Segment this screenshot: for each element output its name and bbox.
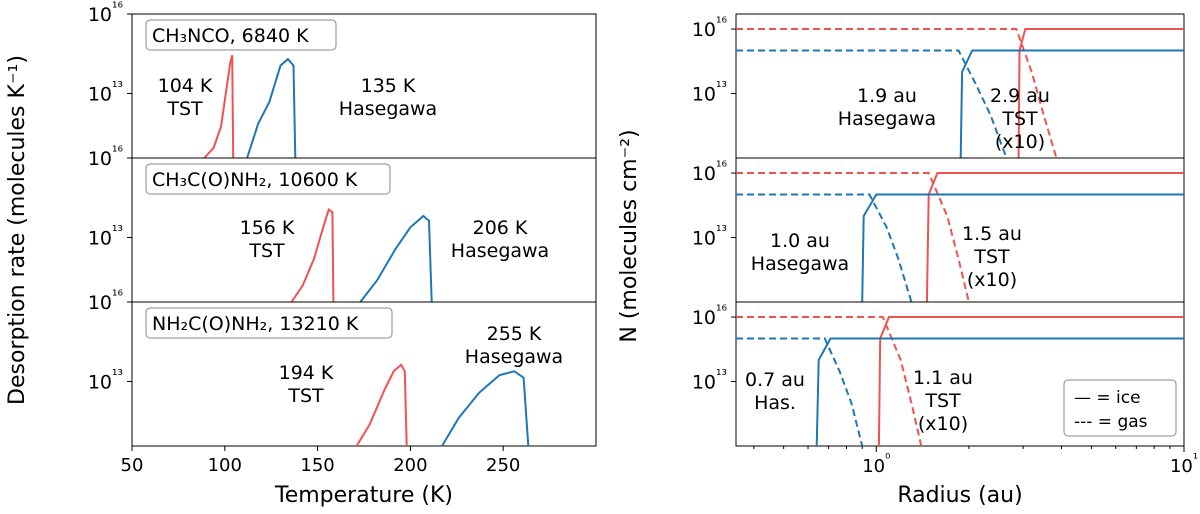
peak-annotation: 104 K: [158, 75, 213, 97]
profile-tst-gas: [736, 172, 970, 303]
peak-annotation: 135 K: [361, 75, 416, 97]
peak-annotation: 206 K: [473, 217, 528, 239]
y-tick-label: 10¹³: [88, 368, 123, 394]
curve-tst: [290, 207, 335, 303]
molecule-label-box: [145, 163, 391, 195]
profile-tst-ice: [1017, 28, 1184, 159]
molecule-label: CH₃C(O)NH₂, 10600 K: [152, 169, 358, 191]
profile-tst-ice: [877, 316, 1184, 447]
y-tick-label: 10¹³: [88, 224, 123, 250]
molecule-label: CH₃NCO, 6840 K: [152, 25, 309, 47]
profile-hasegawa-ice: [861, 193, 1184, 303]
curve-tst: [203, 55, 235, 159]
profile-hasegawa-gas: [736, 337, 864, 447]
x-tick-label: 200: [393, 455, 427, 476]
x-tick-label: 150: [300, 455, 334, 476]
profile-tst-ice: [925, 172, 1184, 303]
transition-annotation: TST: [973, 246, 1010, 268]
y-axis-label: N (molecules cm⁻²): [617, 129, 642, 342]
peak-annotation: 156 K: [240, 217, 295, 239]
transition-annotation: 1.0 au: [770, 230, 830, 252]
peak-annotation: Hasegawa: [451, 240, 549, 262]
transition-annotation: Has.: [754, 392, 796, 414]
profile-hasegawa-ice: [815, 337, 1184, 447]
left-subplot-frame: [131, 301, 597, 447]
peak-annotation: TST: [287, 385, 324, 407]
legend-entry: — = ice: [1074, 388, 1141, 408]
transition-annotation: 1.5 au: [962, 223, 1022, 245]
y-tick-label: 10¹⁶: [692, 303, 728, 329]
legend-box: [1063, 379, 1177, 437]
x-tick-label: 10¹: [1170, 452, 1198, 477]
x-axis-label: Temperature (K): [274, 483, 453, 508]
x-tick-label: 10⁰: [862, 452, 890, 477]
right-subplot-frame: [735, 301, 1185, 447]
x-tick-label: 50: [121, 455, 144, 476]
transition-annotation: 1.1 au: [913, 367, 973, 389]
y-tick-label: 10¹⁶: [692, 159, 728, 185]
y-tick-label: 10¹⁶: [88, 0, 124, 26]
x-tick-label: 100: [208, 455, 242, 476]
y-axis-label: Desorption rate (molecules K⁻¹): [5, 55, 30, 405]
profile-tst-gas: [736, 316, 923, 447]
peak-annotation: Hasegawa: [465, 346, 563, 368]
profile-tst-gas: [736, 28, 1058, 159]
molecule-label-box: [145, 307, 393, 339]
profile-hasegawa-ice: [959, 49, 1184, 159]
x-axis-label: Radius (au): [897, 483, 1022, 508]
legend-entry: --- = gas: [1074, 412, 1148, 432]
curve-tst: [355, 363, 408, 447]
y-tick-label: 10¹⁶: [692, 15, 728, 41]
molecule-label-box: [145, 19, 337, 51]
y-tick-label: 10¹⁶: [88, 288, 124, 314]
y-tick-label: 10¹³: [692, 224, 727, 250]
peak-annotation: TST: [166, 98, 203, 120]
curve-hasegawa: [359, 214, 433, 303]
transition-annotation: TST: [1001, 108, 1038, 130]
transition-annotation: (x10): [995, 131, 1045, 153]
right-subplot-frame: [735, 13, 1185, 159]
molecule-label: NH₂C(O)NH₂, 13210 K: [152, 313, 359, 335]
y-tick-label: 10¹³: [88, 80, 123, 106]
transition-annotation: TST: [924, 390, 961, 412]
y-tick-label: 10¹³: [692, 368, 727, 394]
transition-annotation: Hasegawa: [838, 108, 936, 130]
peak-annotation: 194 K: [279, 362, 334, 384]
x-tick-label: 250: [486, 455, 520, 476]
peak-annotation: 255 K: [487, 323, 542, 345]
profile-hasegawa-gas: [736, 193, 913, 303]
transition-annotation: (x10): [967, 269, 1017, 291]
peak-annotation: TST: [248, 240, 285, 262]
curve-hasegawa: [441, 370, 530, 447]
transition-annotation: 2.9 au: [990, 85, 1050, 107]
transition-annotation: 0.7 au: [745, 369, 805, 391]
profile-hasegawa-gas: [736, 49, 1008, 159]
transition-annotation: 1.9 au: [857, 85, 917, 107]
transition-annotation: Hasegawa: [751, 253, 849, 275]
y-tick-label: 10¹³: [692, 80, 727, 106]
transition-annotation: (x10): [918, 413, 968, 435]
curve-hasegawa: [246, 57, 297, 159]
y-tick-label: 10¹⁶: [88, 144, 124, 170]
peak-annotation: Hasegawa: [339, 98, 437, 120]
